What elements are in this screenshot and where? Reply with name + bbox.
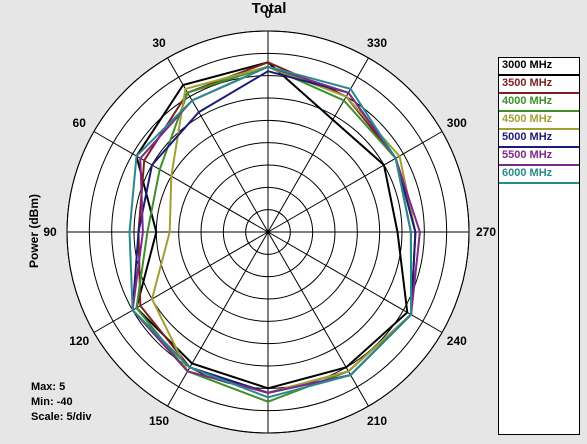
- legend-item: 5000 MHz: [499, 130, 579, 148]
- legend-item: 6000 MHz: [499, 166, 579, 184]
- grid-spoke: [167, 231, 269, 407]
- grid-spoke: [93, 131, 269, 233]
- angle-tick-label: 240: [447, 334, 467, 348]
- grid-spoke: [267, 57, 369, 233]
- angle-tick-label: 0: [265, 7, 272, 21]
- scale-readout: Scale: 5/div: [31, 411, 92, 423]
- grid-spoke: [93, 231, 269, 333]
- angle-tick-label: 150: [149, 414, 169, 428]
- grid-spoke: [267, 231, 369, 407]
- legend-item: 3000 MHz: [499, 58, 579, 76]
- legend: 3000 MHz 3500 MHz 4000 MHz 4500 MHz 5000 MHz…: [498, 57, 580, 435]
- angle-tick-label: 330: [367, 36, 387, 50]
- angle-tick-label: 270: [476, 225, 496, 239]
- legend-item: 3500 MHz: [499, 76, 579, 94]
- angle-tick-label: 60: [73, 116, 87, 130]
- grid-spoke: [167, 57, 269, 233]
- series-line-6000-mhz: [128, 65, 413, 399]
- grid-spoke: [267, 231, 443, 333]
- legend-item: 4000 MHz: [499, 94, 579, 112]
- grid-spoke: [267, 131, 443, 233]
- angle-tick-label: 90: [43, 225, 57, 239]
- angle-tick-label: 30: [152, 36, 166, 50]
- radial-axis-label: Power (dBm): [27, 194, 41, 269]
- scale-info: Max: 5 Min: -40 Scale: 5/div: [31, 380, 92, 425]
- chart-title: Total: [251, 0, 287, 17]
- min-readout: Min: -40: [31, 396, 73, 408]
- max-readout: Max: 5: [31, 381, 66, 393]
- legend-item: 4500 MHz: [499, 112, 579, 130]
- legend-item: 5500 MHz: [499, 148, 579, 166]
- angle-tick-label: 300: [447, 116, 467, 130]
- angle-tick-label: 120: [69, 334, 89, 348]
- angle-tick-label: 210: [367, 414, 387, 428]
